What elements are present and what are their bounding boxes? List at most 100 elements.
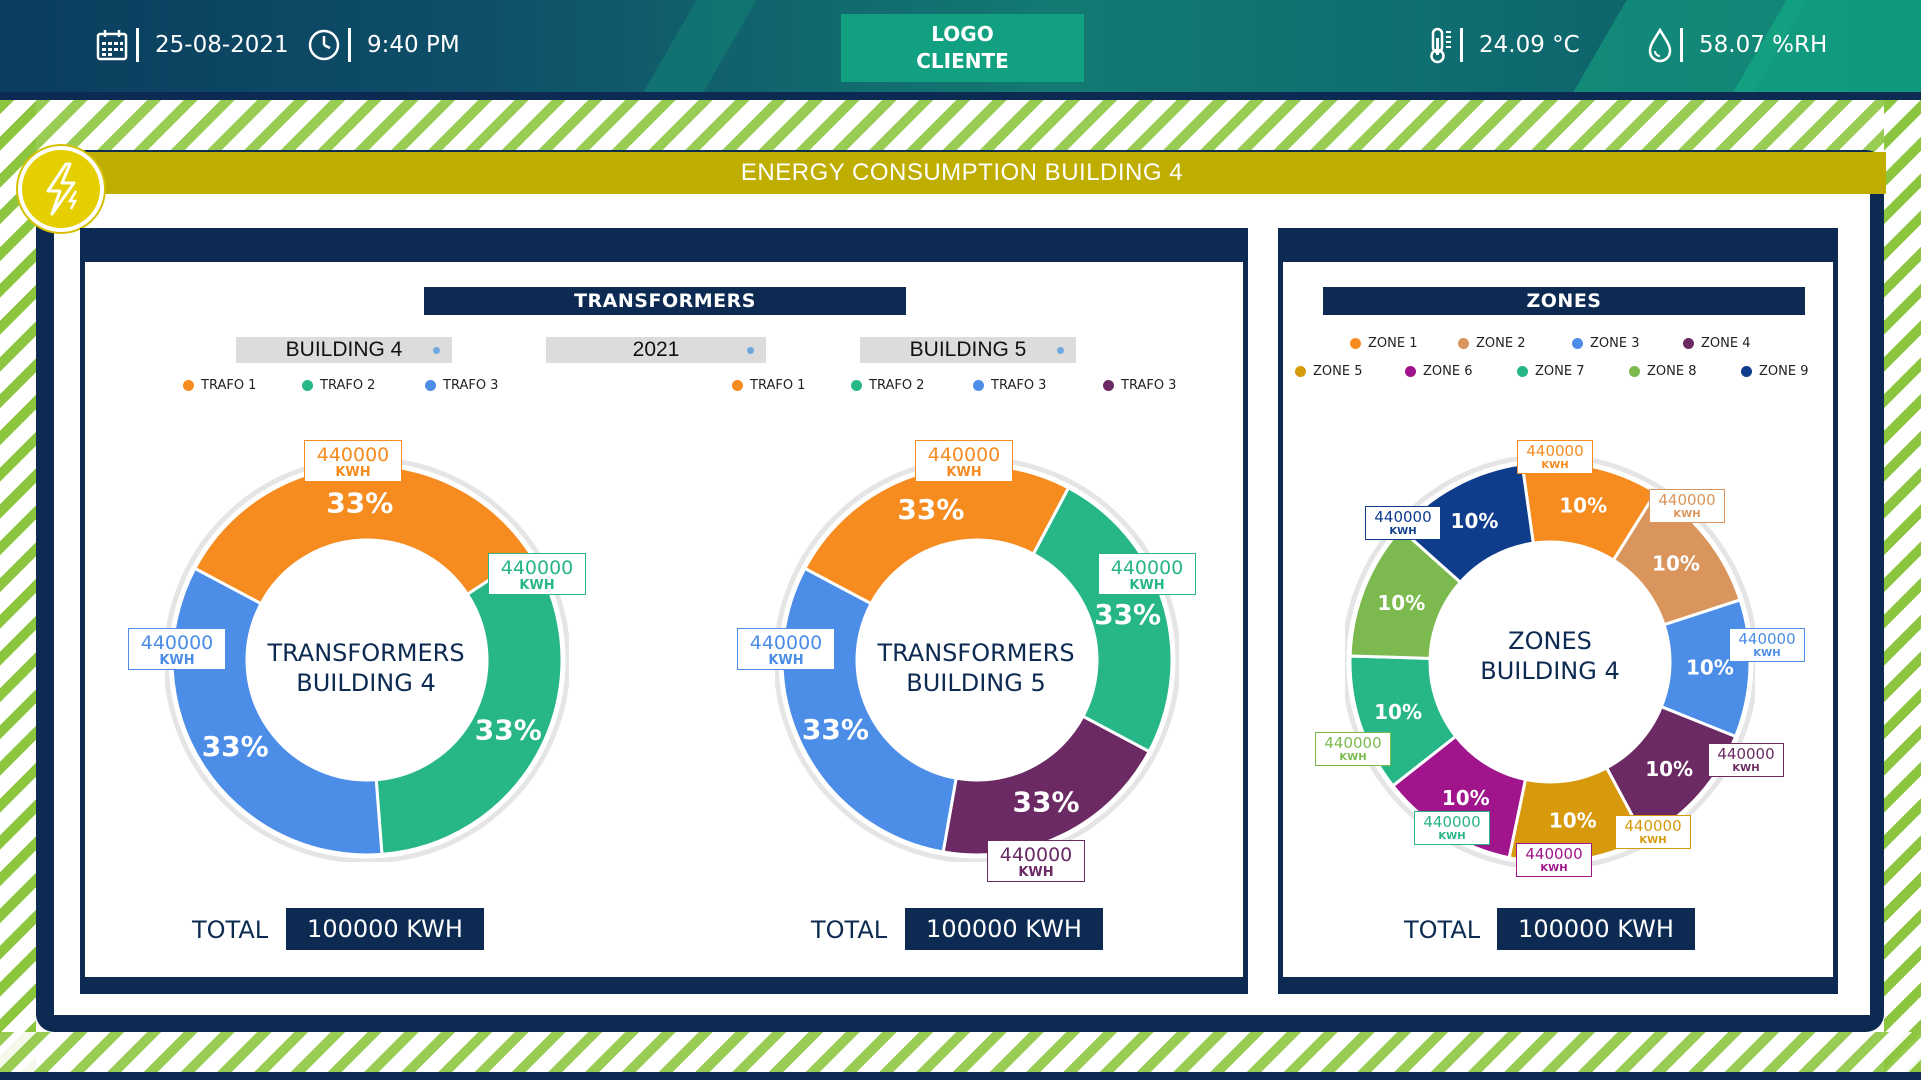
thermometer-icon	[1420, 25, 1460, 65]
donut-b-center-label: TRANSFORMERS BUILDING 5	[856, 638, 1096, 698]
dropdown-dot-icon	[1057, 347, 1064, 354]
legend-label: TRAFO 2	[869, 378, 925, 393]
callout-zone-3: 440000 KWH	[1729, 628, 1805, 662]
total-label-zones: TOTAL	[1404, 916, 1481, 944]
temperature-display: 24.09 °C	[1420, 22, 1580, 68]
callout-value: 440000	[1738, 630, 1796, 648]
donut-slice-trafo-1[interactable]	[192, 463, 533, 606]
callout-trafo-2-a: 440000 KWH	[488, 553, 586, 595]
legend-trafo-1: TRAFO 1	[732, 378, 805, 393]
donut-slice-trafo-1[interactable]	[802, 463, 1071, 606]
legend-zone-6: ZONE 6	[1405, 364, 1472, 379]
legend-label: TRAFO 1	[750, 378, 806, 393]
building-b-select[interactable]: BUILDING 5	[860, 337, 1076, 363]
date-text: 25-08-2021	[155, 32, 289, 58]
callout-trafo-1-a: 440000 KWH	[304, 440, 402, 482]
callout-unit: KWH	[1639, 835, 1667, 846]
legend-label: ZONE 9	[1759, 364, 1809, 379]
donut-slice-label: 10%	[1442, 786, 1490, 810]
legend-label: ZONE 5	[1313, 364, 1363, 379]
dropdown-dot-icon	[747, 347, 754, 354]
footer-bar	[0, 1072, 1921, 1080]
legend-trafo-3: TRAFO 3	[425, 378, 498, 393]
callout-unit: KWH	[335, 465, 371, 480]
humidity-display: 58.07 %RH	[1640, 22, 1827, 68]
callout-zone-7: 440000 KWH	[1414, 811, 1490, 845]
transformers-building-4-donut: 33% 33% 33%	[165, 458, 569, 862]
donut-slice-label: 33%	[1094, 598, 1161, 631]
callout-value: 440000	[1374, 508, 1432, 526]
callout-unit: KWH	[1541, 460, 1569, 471]
legend-label: TRAFO 3	[443, 378, 499, 393]
legend-zone-1: ZONE 1	[1350, 336, 1417, 351]
legend-label: TRAFO 3	[1121, 378, 1177, 393]
legend-trafo-3: TRAFO 3	[973, 378, 1046, 393]
center-label-line-1: TRANSFORMERS	[877, 639, 1075, 667]
callout-value: 440000	[1110, 557, 1184, 579]
donut-c-center-label: ZONES BUILDING 4	[1430, 626, 1670, 686]
callout-unit: KWH	[946, 465, 982, 480]
total-value-a: 100000 KWH	[286, 908, 484, 950]
center-label-line-1: TRANSFORMERS	[267, 639, 465, 667]
donut-slice-label: 10%	[1549, 808, 1597, 832]
callout-zone-4: 440000 KWH	[1708, 743, 1784, 777]
logo-line-2: CLIENTE	[916, 49, 1009, 73]
callout-unit: KWH	[1389, 526, 1417, 537]
callout-zone-6: 440000 KWH	[1516, 843, 1592, 877]
client-logo: LOGO CLIENTE	[841, 14, 1084, 82]
donut-slice-label: 10%	[1374, 700, 1422, 724]
humidity-text: 58.07 %RH	[1699, 32, 1828, 58]
callout-value: 440000	[1324, 734, 1382, 752]
legend-zone-3: ZONE 3	[1572, 336, 1639, 351]
legend-label: ZONE 3	[1590, 336, 1640, 351]
legend-trafo-1: TRAFO 1	[183, 378, 256, 393]
legend-label: ZONE 2	[1476, 336, 1526, 351]
callout-unit: KWH	[519, 578, 555, 593]
callout-value: 440000	[927, 444, 1001, 466]
donut-slice-label: 10%	[1652, 551, 1700, 575]
donut-slice-label: 10%	[1559, 493, 1607, 517]
callout-value: 440000	[999, 844, 1073, 866]
legend-zone-8: ZONE 8	[1629, 364, 1696, 379]
callout-value: 440000	[316, 444, 390, 466]
donut-slice-label: 33%	[1013, 785, 1080, 818]
callout-zone-2: 440000 KWH	[1649, 489, 1725, 523]
legend-zone-4: ZONE 4	[1683, 336, 1750, 351]
clock-icon	[304, 25, 344, 65]
callout-unit: KWH	[1129, 578, 1165, 593]
callout-value: 440000	[749, 632, 823, 654]
donut-slice-trafo-2[interactable]	[374, 551, 564, 857]
callout-trafo-3-b: 440000 KWH	[737, 628, 835, 670]
callout-trafo-2-b: 440000 KWH	[1098, 553, 1196, 595]
legend-label: ZONE 6	[1423, 364, 1473, 379]
header-underline	[0, 92, 1921, 100]
legend-trafo-2: TRAFO 2	[851, 378, 924, 393]
logo-line-1: LOGO	[931, 22, 994, 46]
legend-label: ZONE 8	[1647, 364, 1697, 379]
time-text: 9:40 PM	[367, 32, 460, 58]
donut-slice-label: 33%	[326, 486, 393, 519]
total-value-b: 100000 KWH	[905, 908, 1103, 950]
callout-unit: KWH	[768, 653, 804, 668]
callout-zone-8: 440000 KWH	[1315, 732, 1391, 766]
callout-trafo-3-a: 440000 KWH	[128, 628, 226, 670]
donut-slice-trafo-3[interactable]	[941, 714, 1152, 857]
callout-unit: KWH	[1673, 509, 1701, 520]
center-label-line-2: BUILDING 4	[296, 669, 436, 697]
year-select[interactable]: 2021	[546, 337, 766, 363]
center-label-line-1: ZONES	[1508, 627, 1592, 655]
legend-label: ZONE 1	[1368, 336, 1418, 351]
stripe-pattern-bottom	[0, 1032, 1921, 1072]
legend-label: ZONE 7	[1535, 364, 1585, 379]
legend-label: TRAFO 2	[320, 378, 376, 393]
zones-building-4-donut: 10% 10% 10% 10% 10% 10% 10% 10% 10%	[1345, 457, 1755, 867]
callout-unit: KWH	[1438, 831, 1466, 842]
stripe-pattern-top	[0, 100, 1921, 152]
calendar-icon	[92, 25, 132, 65]
donut-slice-label: 33%	[475, 713, 542, 746]
legend-label: TRAFO 3	[991, 378, 1047, 393]
callout-unit: KWH	[1339, 752, 1367, 763]
building-a-select[interactable]: BUILDING 4	[236, 337, 452, 363]
donut-slice-label: 33%	[897, 493, 964, 526]
callout-unit: KWH	[159, 653, 195, 668]
